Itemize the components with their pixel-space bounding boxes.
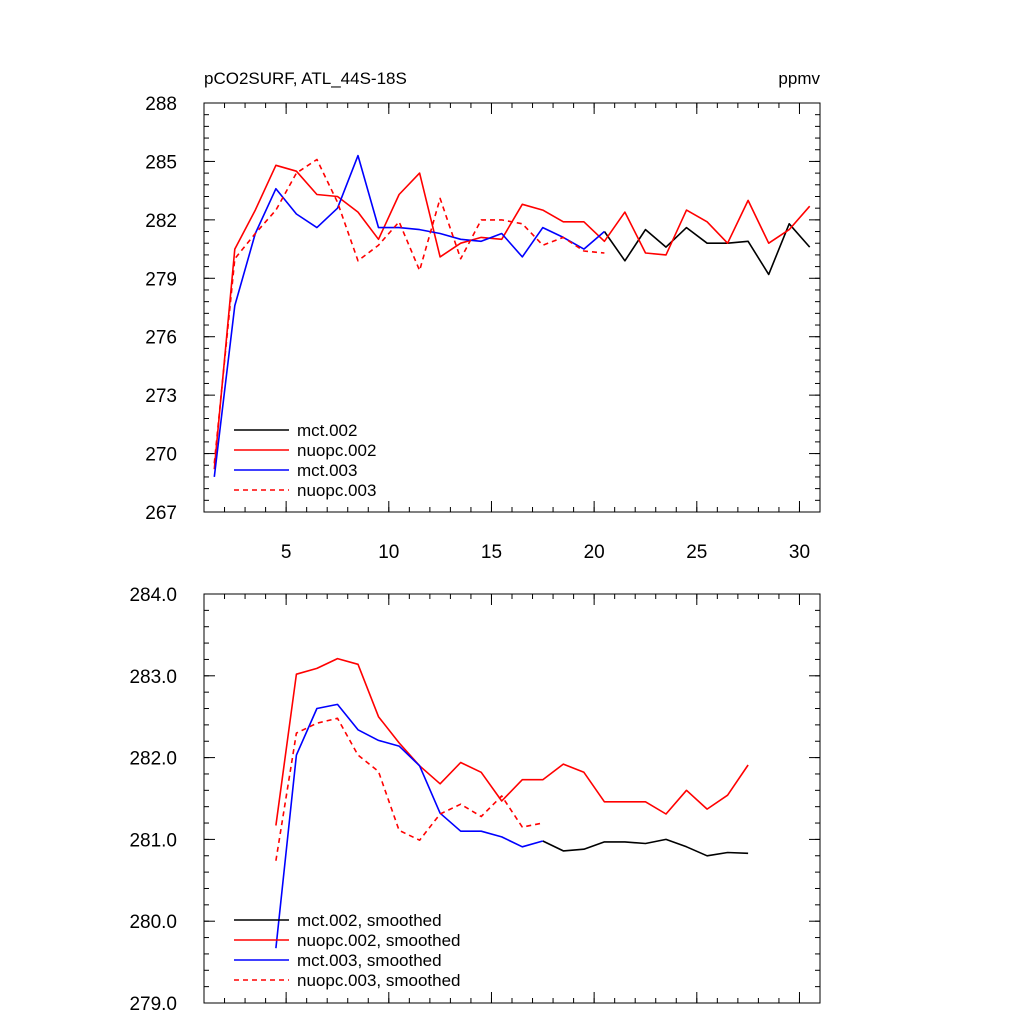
series-line <box>213 154 605 477</box>
x-tick-label: 20 <box>584 542 605 563</box>
y-tick-label: 280.0 <box>129 912 177 933</box>
units-label: ppmv <box>778 69 820 88</box>
x-tick-label: 15 <box>481 542 502 563</box>
y-tick-label: 282 <box>145 211 177 232</box>
y-tick-label: 284.0 <box>129 585 177 606</box>
legend-label: nuopc.003, smoothed <box>297 971 461 990</box>
legend-label: nuopc.002, smoothed <box>297 931 461 950</box>
legend-label: nuopc.002 <box>297 441 376 460</box>
y-tick-label: 279.0 <box>129 994 177 1015</box>
y-tick-label: 288 <box>145 94 177 115</box>
series-line <box>275 717 543 861</box>
y-tick-label: 283.0 <box>129 667 177 688</box>
x-tick-label: 5 <box>281 542 292 563</box>
y-tick-label: 267 <box>145 503 177 524</box>
top-panel: pCO2SURF, ATL_44S-18S ppmv 5 10 15 20 25 30 26… <box>145 69 821 563</box>
bottom-panel: 279.0 280.0 281.0 282.0 283.0 284.0 mct.002, s… <box>129 585 821 1015</box>
legend-label: nuopc.003 <box>297 481 376 500</box>
y-tick-label: 276 <box>145 328 177 349</box>
series-line <box>275 657 749 826</box>
legend-label: mct.003, smoothed <box>297 951 442 970</box>
x-tick-label: 30 <box>789 542 810 563</box>
series-line <box>542 838 749 857</box>
y-tick-label: 281.0 <box>129 830 177 851</box>
chart-title: pCO2SURF, ATL_44S-18S <box>204 69 407 88</box>
series-line <box>275 703 544 949</box>
legend-label: mct.002 <box>297 421 357 440</box>
y-tick-label: 273 <box>145 386 177 407</box>
legend-label: mct.002, smoothed <box>297 911 442 930</box>
y-tick-label: 285 <box>145 152 177 173</box>
y-tick-label: 279 <box>145 269 177 290</box>
series-line <box>213 158 605 464</box>
x-tick-label: 25 <box>686 542 707 563</box>
x-tick-label: 10 <box>378 542 399 563</box>
y-tick-label: 282.0 <box>129 749 177 770</box>
y-tick-label: 270 <box>145 445 177 466</box>
legend-label: mct.003 <box>297 461 357 480</box>
